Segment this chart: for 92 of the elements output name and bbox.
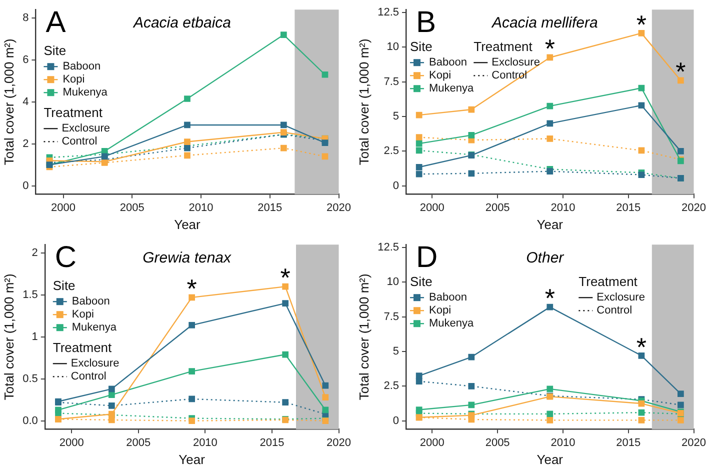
legend-label: Mukenya: [429, 318, 475, 330]
annotation: Exclosure: [62, 122, 110, 135]
chart-title: A: [46, 6, 66, 39]
y-tick-label: 2: [32, 247, 38, 260]
y-tick-label: 12.5: [378, 6, 400, 18]
chart-title: B: [416, 6, 436, 39]
y-tick-label: 2.5: [384, 145, 400, 158]
legend-title: Site: [44, 43, 66, 58]
chart-title: C: [54, 240, 77, 274]
annotation: Control: [62, 136, 98, 148]
x-axis-title: Year: [536, 452, 564, 467]
x-tick-label: 2010: [550, 436, 576, 449]
y-tick-label: 2.5: [384, 380, 400, 392]
x-tick-label: 2020: [682, 436, 706, 449]
chart-subtitle: Acacia mellifera: [490, 14, 598, 32]
y-tick-label: 8: [22, 12, 29, 24]
annotation: *: [636, 9, 647, 40]
y-axis-title: Total cover (1,000 m²): [1, 38, 16, 166]
annotation: *: [544, 283, 555, 314]
x-tick-label: 2010: [188, 202, 214, 214]
x-tick-label: 2000: [51, 202, 76, 214]
x-tick-label: 2015: [616, 202, 641, 214]
x-axis-title: Year: [174, 216, 202, 232]
annotation: Treatment: [578, 274, 638, 290]
legend-label: Baboon: [62, 60, 101, 73]
legend-label: Mukenya: [62, 86, 108, 99]
annotation: *: [186, 274, 197, 304]
y-tick-label: 10: [386, 41, 400, 54]
x-tick-label: 2020: [326, 436, 352, 449]
y-tick-label: 0: [392, 180, 400, 192]
y-tick-label: 6: [22, 54, 29, 66]
annotation: *: [544, 34, 555, 64]
y-tick-label: 10: [386, 276, 400, 288]
x-tick-label: 2005: [126, 436, 151, 449]
legend-title: Site: [52, 278, 76, 294]
annotation: Control: [70, 370, 106, 383]
x-tick-label: 2005: [120, 202, 144, 214]
y-tick-label: 7.5: [384, 310, 400, 323]
x-axis-title: Year: [178, 452, 206, 467]
annotation: *: [676, 56, 686, 87]
y-tick-label: 5: [392, 110, 400, 123]
annotation: *: [280, 262, 290, 293]
x-tick-label: 2020: [682, 202, 706, 214]
y-tick-label: 0.5: [22, 372, 38, 385]
x-tick-label: 2005: [485, 202, 510, 214]
y-tick-label: 2: [22, 138, 29, 150]
legend-label: Kopi: [429, 304, 452, 317]
chart-subtitle: Grewia tenax: [142, 249, 232, 266]
x-tick-label: 2010: [192, 436, 218, 449]
x-tick-label: 2010: [550, 202, 576, 214]
annotation: *: [636, 332, 647, 362]
legend-label: Baboon: [429, 292, 467, 304]
x-tick-label: 2000: [59, 436, 84, 449]
x-tick-label: 2000: [420, 436, 444, 449]
x-tick-label: 2005: [485, 436, 510, 449]
y-tick-label: 7.5: [384, 76, 400, 88]
legend-label: Baboon: [72, 296, 110, 308]
annotation: Control: [596, 304, 632, 317]
x-axis-title: Year: [536, 216, 564, 232]
legend-label: Baboon: [429, 56, 467, 69]
y-axis-title: Total cover (1,000 m²): [356, 274, 372, 400]
chart-title: D: [416, 240, 438, 274]
x-tick-label: 2015: [616, 436, 641, 449]
x-tick-label: 2015: [258, 202, 282, 214]
y-tick-label: 1: [32, 330, 38, 343]
y-tick-label: 0.0: [22, 414, 38, 427]
x-tick-label: 2020: [326, 202, 352, 214]
chart-subtitle: Other: [526, 249, 565, 266]
legend-title: Site: [410, 274, 432, 290]
y-tick-label: 4: [22, 96, 29, 108]
y-tick-label: 12.5: [378, 241, 400, 254]
legend-title: Site: [410, 39, 432, 54]
annotation: Treatment: [44, 105, 103, 120]
y-tick-label: 0: [392, 414, 400, 427]
legend-label: Mukenya: [429, 82, 475, 95]
annotation: Exclosure: [596, 292, 645, 304]
legend-label: Mukenya: [72, 322, 118, 334]
y-tick-label: 5: [392, 346, 400, 358]
x-tick-label: 2000: [420, 202, 444, 214]
x-tick-label: 2015: [260, 436, 284, 449]
chart-subtitle: Acacia etbaica: [132, 14, 232, 32]
y-axis-title: Total cover (1,000 m²): [1, 274, 16, 400]
y-tick-label: 1.5: [22, 288, 38, 301]
annotation: Treatment: [474, 39, 533, 54]
legend-label: Kopi: [62, 74, 85, 86]
legend-label: Kopi: [429, 70, 452, 82]
y-tick-label: 0: [22, 180, 29, 192]
legend-label: Kopi: [72, 308, 94, 321]
annotation: Exclosure: [70, 358, 120, 370]
annotation: Treatment: [52, 340, 112, 356]
y-axis-title: Total cover (1,000 m²): [356, 38, 372, 166]
annotation: Exclosure: [492, 56, 540, 69]
